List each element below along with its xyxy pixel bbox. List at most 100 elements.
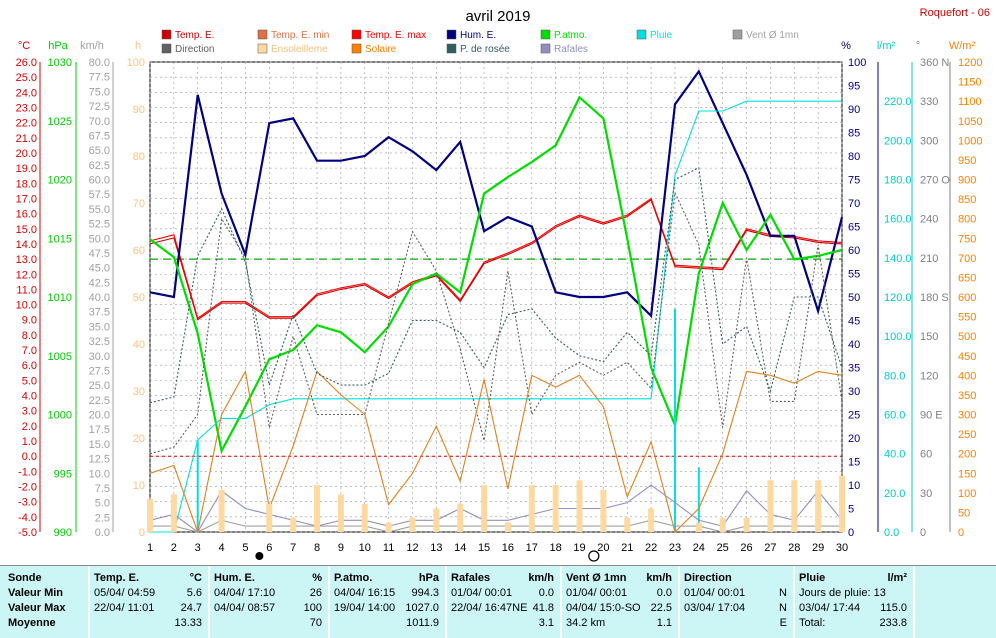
solar-tick: 1100 [958,96,982,108]
wind-tick: 37.5 [89,307,110,319]
day-tick: 11 [383,542,394,554]
sun-tick: 80 [133,151,145,163]
wind-tick: 47.5 [89,248,110,260]
sunshine-bar [648,508,655,532]
day-tick: 23 [669,542,681,554]
footer-stat-row: 03/04/ 17:44 115.0 [799,602,907,614]
footer-stat-row: 22/04/ 16:47NE 41.8 [451,602,554,614]
footer-label-min: Valeur Min [8,587,64,599]
wind-tick: 27.5 [89,365,110,377]
sunshine-bar [576,480,583,532]
footer-stat-row: E [779,617,787,629]
weather-chart: avril 2019 Roquefort - 06 Temp. E. Temp. E.… [16,7,990,562]
legend-swatch [636,29,647,40]
sunshine-bar [481,485,488,532]
day-tick: 17 [526,542,538,554]
humidity-tick: 5 [848,504,854,516]
wind-tick: 0.0 [95,527,110,539]
sunshine-bar [385,522,392,532]
legend-label: Ensoleilleme [271,44,328,55]
humidity-tick: 0 [848,527,854,539]
day-tick: 8 [314,542,320,554]
temp-tick: 24.0 [16,87,37,99]
series-temp-e-max [149,197,843,320]
humidity-tick: 10 [848,480,860,492]
wind-tick: 40.0 [89,292,110,304]
day-tick: 14 [454,542,466,554]
wind-tick: 45.0 [89,263,110,275]
rain-tick: 120.0 [884,292,912,304]
humidity-tick: 45 [848,316,860,328]
sunshine-bar [695,522,702,532]
footer-section: Temp. E. °C 05/04/ 04:59 5.6 22/04/ 11:01 24.… [88,566,210,638]
temp-tick: 8.0 [22,330,37,342]
legend-label: Rafales [554,44,588,55]
solar-tick: 50 [958,507,970,519]
humidity-tick: 90 [848,104,860,116]
day-tick: 24 [693,542,705,554]
solar-tick: 600 [958,292,976,304]
wind-unit: km/h [80,40,104,52]
direction-tick: 180 S [920,292,949,304]
legend-swatch [161,29,172,40]
solar-tick: 400 [958,370,976,382]
temp-tick: 18.0 [16,178,37,190]
solar-tick: 0 [958,527,964,539]
footer-section: Rafales km/h 01/04/ 00:01 0.0 22/04/ 16:47NE… [445,566,562,638]
footer-label-avg: Moyenne [8,617,56,629]
footer-stat-row: 04/04/ 15:0-SO 22.5 [566,602,672,614]
humidity-unit: % [841,40,851,52]
day-tick: 16 [502,542,514,554]
temp-tick: 13.0 [16,254,37,266]
temp-tick: -3.0 [18,497,37,509]
wind-tick: 50.0 [89,233,110,245]
temp-tick: 0.0 [22,451,37,463]
wind-tick: 60.0 [89,175,110,187]
day-tick: 3 [195,542,201,554]
series-rafales [149,484,843,533]
day-tick: 19 [573,542,585,554]
pressure-tick: 1030 [48,57,72,69]
rain-tick: 100.0 [884,331,912,343]
wind-tick: 2.5 [95,512,110,524]
wind-tick: 72.5 [89,101,110,113]
legend-label: Hum. E. [460,30,496,41]
footer-section-title: Pluie l/m² [799,572,907,584]
solar-tick: 550 [958,312,976,324]
sunshine-bar [290,517,297,532]
sunshine-bar [839,475,845,532]
sun-tick: 20 [133,433,145,445]
sun-tick: 40 [133,339,145,351]
sun-tick: 90 [133,104,145,116]
humidity-tick: 95 [848,81,860,93]
day-tick: 13 [430,542,442,554]
footer-stat-row: 19/04/ 14:00 1027.0 [334,602,439,614]
day-tick: 10 [359,542,371,554]
direction-tick: 360 N [920,57,949,69]
legend-swatch [732,29,743,40]
direction-tick: 270 O [920,175,950,187]
pressure-tick: 1000 [48,410,72,422]
direction-tick: 90 E [920,410,943,422]
sunshine-bar [552,485,559,532]
humidity-tick: 55 [848,269,860,281]
legend-swatch [257,43,268,54]
temp-tick: 15.0 [16,224,37,236]
footer-section: P.atmo. hPa 04/04/ 16:15 994.3 19/04/ 14:00 1… [328,566,447,638]
sun-tick: 0 [139,527,145,539]
plot-area [149,61,843,533]
temp-unit: °C [18,40,30,52]
rain-tick: 20.0 [884,488,905,500]
temp-tick: 10.0 [16,300,37,312]
legend-label: Temp. E. max [365,30,426,41]
footer-label-sonde: Sonde [8,572,42,584]
footer-stat-row: 01/04/ 00:01 0.0 [566,587,672,599]
temp-tick: -1.0 [18,466,37,478]
footer-stat-row: 03/04/ 17:04 N [684,602,787,614]
solar-tick: 700 [958,253,976,265]
direction-tick: 120 [920,370,938,382]
sunshine-bar [528,485,535,532]
sun-unit: h [135,40,141,52]
legend-swatch [351,29,362,40]
series-pluie [150,100,842,533]
